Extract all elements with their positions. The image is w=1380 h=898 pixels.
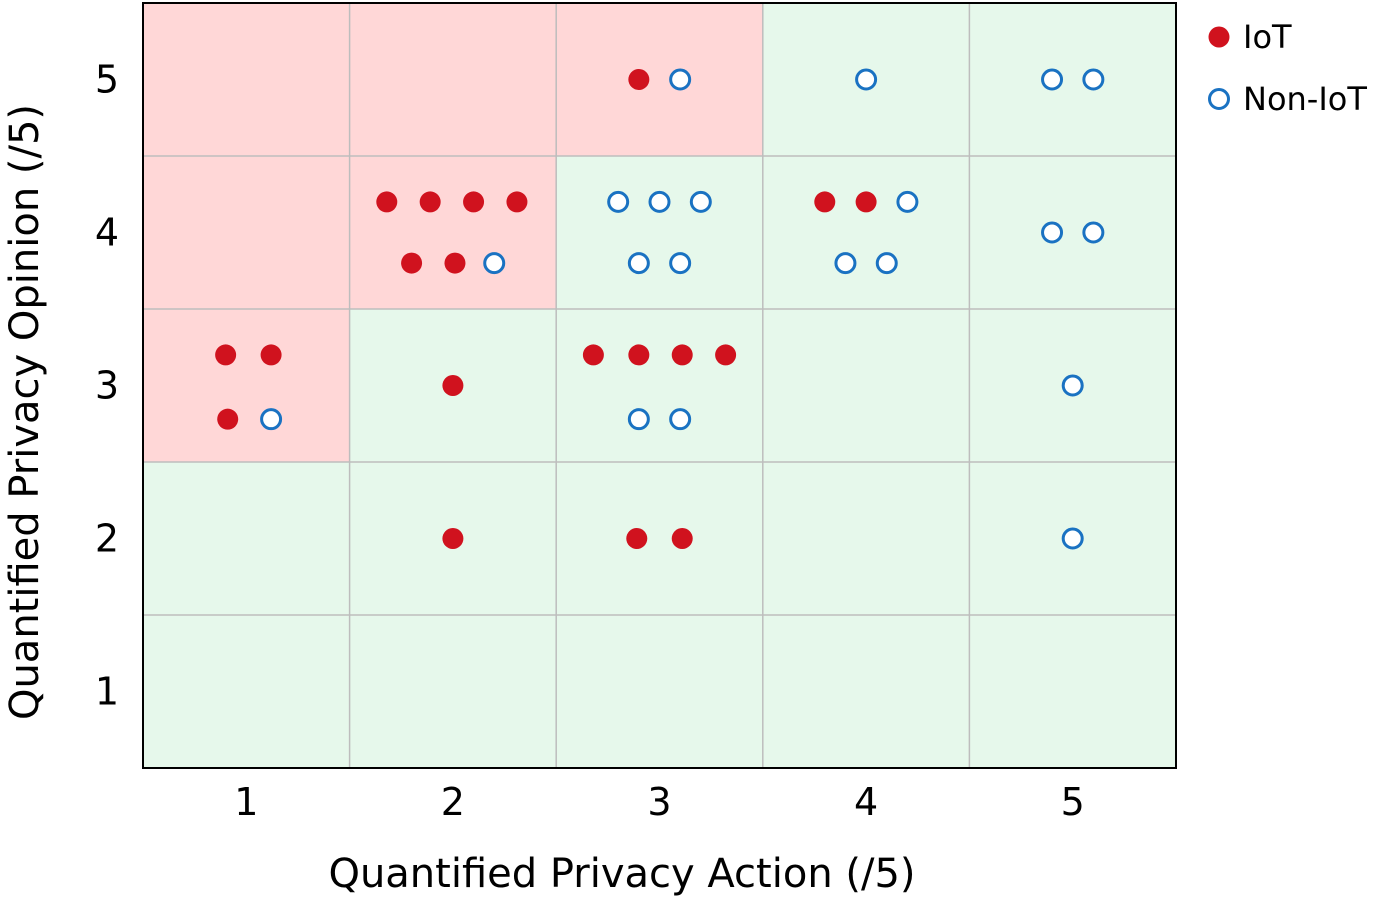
grid-lines xyxy=(143,3,1176,768)
legend-label: Non-IoT xyxy=(1243,80,1367,118)
iot-point xyxy=(463,191,485,213)
legend: IoT Non-IoT xyxy=(1208,18,1367,118)
iot-point xyxy=(628,69,650,90)
cell-3-2 xyxy=(556,462,763,615)
cell-1-3 xyxy=(143,309,350,462)
iot-point xyxy=(419,191,441,213)
non-iot-point xyxy=(627,252,650,275)
cell-4-2 xyxy=(762,462,970,615)
y-tick-label: 4 xyxy=(95,211,119,255)
cell-3-1 xyxy=(556,615,763,768)
iot-point xyxy=(442,528,464,549)
non-iot-point xyxy=(669,252,692,275)
legend-label: IoT xyxy=(1243,18,1292,56)
non-iot-point xyxy=(483,252,506,275)
y-tick-labels: 1 2 3 4 5 xyxy=(95,58,119,714)
non-iot-point xyxy=(648,190,671,213)
cell-5-5 xyxy=(969,3,1176,156)
non-iot-point xyxy=(1082,68,1105,91)
iot-point xyxy=(855,191,877,213)
cell-3-4 xyxy=(556,156,763,309)
non-iot-point xyxy=(875,252,898,275)
cell-1-4 xyxy=(143,156,350,309)
x-tick-label: 1 xyxy=(234,780,258,824)
iot-point xyxy=(376,191,398,213)
x-tick-labels: 1 2 3 4 5 xyxy=(234,780,1085,824)
x-axis-label: Quantified Privacy Action (/5) xyxy=(328,851,915,897)
cell-2-1 xyxy=(349,615,557,768)
x-tick-label: 3 xyxy=(647,780,671,824)
non-iot-point xyxy=(1082,221,1105,244)
cell-4-1 xyxy=(762,615,970,768)
cell-5-1 xyxy=(969,615,1176,768)
x-tick-label: 4 xyxy=(854,780,878,824)
non-iot-point xyxy=(896,190,919,213)
background-cells xyxy=(143,3,1176,768)
y-tick-label: 3 xyxy=(95,364,119,408)
x-tick-label: 5 xyxy=(1061,780,1085,824)
data-points xyxy=(215,68,1105,550)
non-iot-point xyxy=(689,190,712,213)
cell-2-4 xyxy=(349,156,557,309)
non-iot-point xyxy=(607,190,630,213)
non-iot-point xyxy=(834,252,857,275)
non-iot-point xyxy=(260,408,283,431)
non-iot-point xyxy=(1061,374,1084,397)
y-axis-label: Quantified Privacy Opinion (/5) xyxy=(2,104,48,720)
iot-point xyxy=(671,344,693,366)
cell-4-3 xyxy=(762,309,970,462)
x-tick-label: 2 xyxy=(441,780,465,824)
iot-point xyxy=(444,252,466,274)
non-iot-point xyxy=(627,408,650,431)
iot-point xyxy=(506,191,528,213)
non-iot-point xyxy=(669,408,692,431)
cell-5-4 xyxy=(969,156,1176,309)
iot-point xyxy=(628,344,650,366)
cell-3-5 xyxy=(556,3,763,156)
iot-point xyxy=(715,344,737,366)
plot-border xyxy=(142,2,1177,769)
y-tick-label: 5 xyxy=(95,58,119,102)
non-iot-point xyxy=(669,68,692,91)
cell-3-3 xyxy=(556,309,763,462)
y-tick-label: 1 xyxy=(95,670,119,714)
iot-point xyxy=(215,344,237,366)
y-tick-label: 2 xyxy=(95,517,119,561)
non-iot-point xyxy=(855,68,878,91)
cell-1-1 xyxy=(143,615,350,768)
iot-point xyxy=(814,191,836,213)
cell-1-5 xyxy=(143,3,350,156)
iot-point xyxy=(217,408,239,430)
iot-point xyxy=(442,375,464,396)
iot-point xyxy=(626,528,648,549)
non-iot-point xyxy=(1041,68,1064,91)
iot-point xyxy=(671,528,693,549)
non-iot-point xyxy=(1061,527,1084,550)
cell-2-5 xyxy=(349,3,557,156)
legend-marker-non-iot xyxy=(1208,88,1230,110)
iot-point xyxy=(260,344,282,366)
legend-marker-iot xyxy=(1208,26,1230,48)
non-iot-point xyxy=(1041,221,1064,244)
cell-4-4 xyxy=(762,156,970,309)
iot-point xyxy=(582,344,604,366)
cell-1-2 xyxy=(143,462,350,615)
iot-point xyxy=(401,252,423,274)
